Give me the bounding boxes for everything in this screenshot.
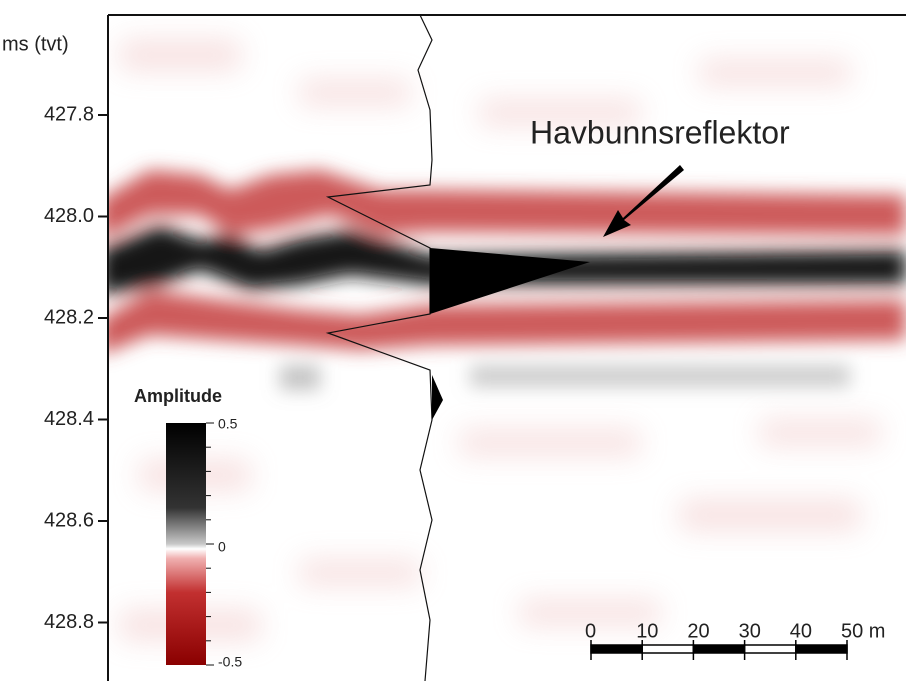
scale-segment xyxy=(796,645,847,653)
trace-lobe xyxy=(432,375,443,420)
annotation: Havbunnsreflektor xyxy=(530,114,790,150)
colorbar-title: Amplitude xyxy=(134,386,222,406)
scale-label: 10 xyxy=(636,620,658,642)
y-tick-label: 428.0 xyxy=(44,205,94,227)
y-tick-label: 427.8 xyxy=(44,103,94,125)
y-tick-label: 428.4 xyxy=(44,408,94,430)
y-axis-label: ms (tvt) xyxy=(2,33,69,55)
y-tick-label: 428.8 xyxy=(44,611,94,633)
colorbar-tick-label: 0.5 xyxy=(218,416,238,432)
scale-label: 50 m xyxy=(841,620,885,642)
scale-label: 30 xyxy=(739,620,761,642)
y-tick-label: 428.2 xyxy=(44,306,94,328)
colorbar-tick-label: -0.5 xyxy=(218,654,242,670)
scale-segment xyxy=(642,645,693,653)
scale-label: 0 xyxy=(585,620,596,642)
scale-segment xyxy=(745,645,796,653)
seismic-figure: ms (tvt) 427.8428.0428.2428.4428.6428.8 … xyxy=(0,0,906,681)
scale-segment xyxy=(693,645,744,653)
scale-label: 20 xyxy=(687,620,709,642)
scale-segment xyxy=(591,645,642,653)
scale-label: 40 xyxy=(790,620,812,642)
y-tick-label: 428.6 xyxy=(44,509,94,531)
colorbar-tick-label: 0 xyxy=(218,539,226,555)
colorbar xyxy=(166,423,206,665)
